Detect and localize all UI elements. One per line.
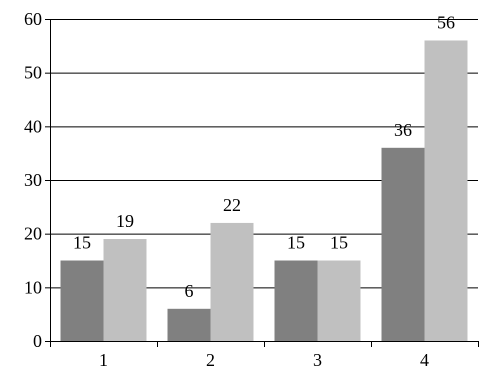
axes [45, 19, 479, 347]
data-label: 15 [287, 233, 305, 253]
y-tick-label: 40 [24, 116, 42, 136]
y-tick-label: 30 [24, 170, 42, 190]
data-label: 56 [437, 12, 455, 32]
data-label: 22 [223, 195, 241, 215]
bars [60, 40, 468, 341]
y-tick-label: 10 [24, 277, 42, 297]
data-labels: 15 6 15 36 19 22 15 56 [73, 12, 455, 300]
y-tick-labels: 0 10 20 30 40 50 60 [24, 9, 42, 351]
bar-series-1-cat-1 [60, 260, 104, 341]
x-tick-label: 1 [99, 350, 108, 370]
data-label: 19 [116, 211, 134, 231]
y-tick-label: 20 [24, 224, 42, 244]
bar-series-2-cat-2 [210, 222, 254, 341]
bar-series-2-cat-3 [317, 260, 361, 341]
y-tick-label: 0 [33, 331, 42, 351]
bar-series-1-cat-3 [274, 260, 318, 341]
y-tick-label: 60 [24, 9, 42, 29]
x-tick-labels: 1 2 3 4 [99, 350, 429, 370]
bar-series-2-cat-1 [103, 239, 147, 341]
bar-series-1-cat-4 [381, 147, 425, 341]
y-tick-label: 50 [24, 63, 42, 83]
data-label: 15 [73, 233, 91, 253]
data-label: 15 [330, 233, 348, 253]
x-tick-label: 3 [313, 350, 322, 370]
bar-series-1-cat-2 [167, 308, 211, 341]
x-tick-label: 2 [206, 350, 215, 370]
bar-series-2-cat-4 [424, 40, 468, 341]
data-label: 6 [185, 281, 194, 301]
data-label: 36 [394, 120, 412, 140]
x-tick-label: 4 [420, 350, 429, 370]
